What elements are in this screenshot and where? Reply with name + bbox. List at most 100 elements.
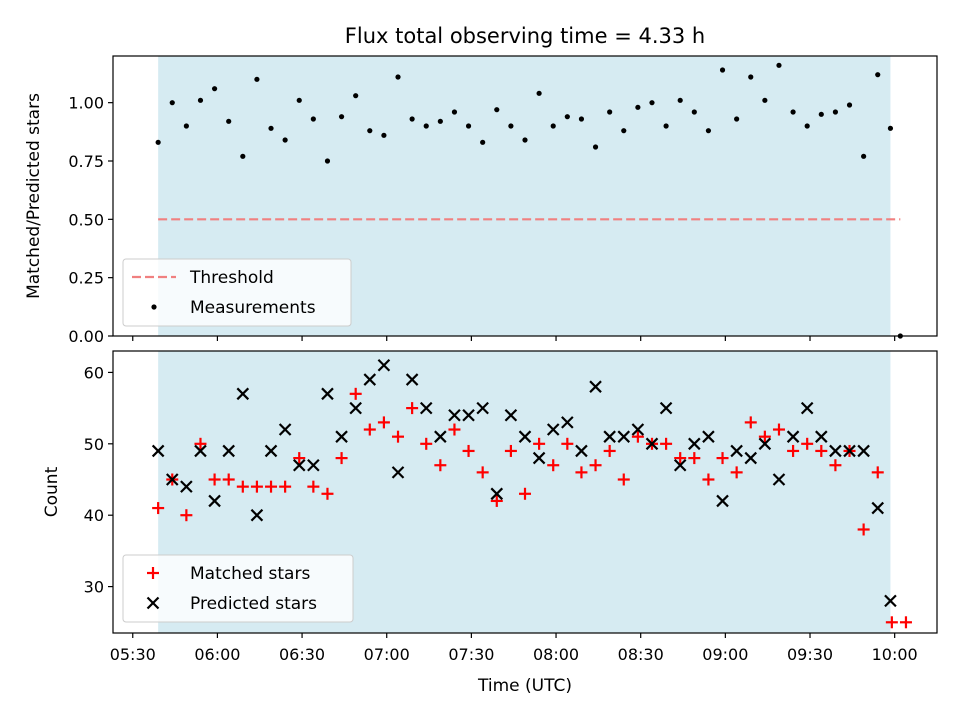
measurement-point	[508, 123, 514, 129]
predicted-star-point	[335, 430, 348, 443]
matched-star-point	[561, 437, 574, 450]
measurement-point	[282, 137, 288, 143]
x-stroke-b	[546, 423, 560, 436]
measurement-point	[254, 76, 260, 82]
predicted-star-point	[857, 444, 870, 458]
matched-star-point	[603, 444, 616, 457]
measurement-point	[494, 107, 500, 113]
measurement-point	[324, 158, 331, 164]
predicted-star-point	[208, 494, 221, 508]
x-stroke-b	[264, 444, 278, 458]
x-stroke-b	[222, 444, 235, 458]
measurement-point	[451, 109, 458, 115]
top-legend: Threshold Measurements	[122, 258, 352, 327]
measurement-point	[211, 86, 218, 92]
predicted-star-point	[575, 444, 588, 458]
legend-predicted-swatch	[146, 596, 160, 610]
measurement-point	[861, 153, 867, 159]
predicted-star-point	[716, 494, 729, 508]
measurement-point	[592, 144, 599, 150]
legend-matched-label: Matched stars	[190, 564, 310, 584]
measurement-point	[536, 90, 542, 96]
x-stroke-b	[702, 430, 715, 443]
predicted-star-point	[673, 458, 687, 472]
x-tick-label: 06:30	[279, 645, 325, 664]
legend-matched-swatch	[147, 567, 159, 579]
predicted-star-point	[772, 473, 786, 486]
x-stroke-b	[490, 487, 504, 501]
matched-star-point	[660, 437, 673, 450]
predicted-star-point	[843, 444, 856, 458]
matched-star-point	[279, 480, 292, 493]
measurement-point	[875, 72, 881, 78]
predicted-star-point	[321, 387, 334, 401]
x-stroke-b	[815, 430, 828, 443]
x-stroke-b	[377, 359, 391, 372]
matched-star-point	[730, 466, 743, 479]
predicted-star-point	[222, 444, 235, 458]
predicted-star-point	[800, 401, 814, 415]
matched-star-point	[236, 480, 249, 493]
top-panel: 0.00 0.25 0.50 0.75 1.00 Threshold Measureme…	[68, 55, 938, 346]
y-tick-label: 1.00	[68, 94, 104, 113]
measurement-point	[677, 97, 683, 103]
x-stroke-b	[871, 501, 885, 515]
matched-star-point	[758, 430, 771, 443]
matched-star-point	[801, 437, 814, 450]
x-stroke-b	[419, 401, 433, 415]
legend-measurements-swatch	[151, 304, 157, 310]
count-series	[151, 359, 912, 629]
matched-star-point	[744, 416, 757, 429]
measurement-point	[183, 123, 189, 129]
legend-plus-marker	[147, 567, 159, 579]
measurement-point	[762, 97, 768, 103]
matched-star-point	[180, 509, 193, 522]
x-stroke-b	[532, 451, 546, 465]
measurement-point	[522, 137, 528, 143]
x-stroke-b	[391, 466, 405, 479]
predicted-star-point	[250, 508, 264, 522]
measurement-point	[381, 132, 387, 138]
predicted-star-point	[730, 444, 743, 458]
x-stroke-b	[758, 437, 772, 451]
x-stroke-b	[462, 408, 475, 422]
matched-star-point	[222, 473, 235, 486]
x-stroke-b	[673, 458, 687, 472]
x-stroke-b	[617, 430, 631, 443]
bottom-plot-frame	[112, 350, 938, 634]
matched-star-point	[575, 466, 588, 479]
x-stroke-b	[857, 444, 870, 458]
matched-star-point	[504, 444, 517, 457]
predicted-star-point	[307, 458, 320, 472]
measurement-point	[480, 139, 486, 145]
matched-star-point	[434, 459, 447, 472]
matched-star-point	[631, 430, 644, 443]
predicted-star-point	[815, 430, 828, 443]
matched-star-point	[829, 459, 842, 472]
matched-star-point	[688, 452, 701, 465]
measurement-point	[550, 123, 556, 129]
measurement-point	[353, 93, 359, 99]
x-stroke-b	[829, 444, 842, 458]
x-stroke-b	[575, 444, 588, 458]
measurement-point	[719, 67, 726, 73]
matched-star-point	[490, 494, 503, 507]
y-tick-label: 60	[84, 363, 104, 382]
measurement-point	[607, 109, 613, 115]
y-tick-label: 0.75	[68, 152, 104, 171]
predicted-star-point	[391, 466, 405, 479]
measurement-point	[423, 123, 429, 129]
legend-predicted-label: Predicted stars	[190, 594, 317, 614]
predicted-star-point	[561, 416, 574, 429]
predicted-star-point	[194, 444, 207, 458]
predicted-star-point	[744, 451, 758, 465]
measurement-point	[155, 139, 161, 145]
x-stroke-b	[165, 473, 179, 486]
x-tick-label: 09:00	[702, 645, 748, 664]
x-stroke-b	[349, 401, 362, 415]
x-stroke-b	[843, 444, 856, 458]
matched-star-point	[420, 437, 433, 450]
predicted-star-point	[829, 444, 842, 458]
measurement-point	[832, 109, 839, 115]
